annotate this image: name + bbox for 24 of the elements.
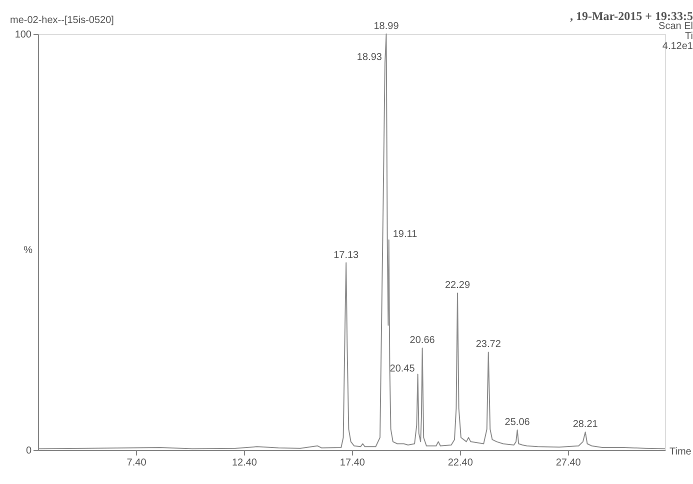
annotation: 18.93 (356, 52, 382, 64)
annotation: 25.06 (504, 417, 530, 428)
x-tick-label: 12.40 (232, 458, 258, 468)
x-tick-label: 27.40 (556, 458, 582, 468)
y-tick-label: 100 (14, 30, 32, 40)
annotation: 19.11 (392, 228, 418, 240)
x-tick-label: 17.40 (340, 458, 366, 468)
text: Ti (685, 31, 693, 42)
annotation: 18.99 (374, 21, 400, 32)
text: Scan El (658, 21, 693, 32)
y-axis-title: % (24, 244, 33, 256)
annotation: 20.66 (410, 335, 436, 346)
annotation: 20.45 (390, 363, 416, 374)
annotation: 17.13 (334, 250, 360, 261)
x-axis-title: Time (670, 446, 692, 458)
text: , 19-Mar-2015 + 19:33:5 (570, 9, 693, 23)
x-tick-label: 22.40 (448, 458, 474, 468)
chart-title: me-02-hex--[15is-0520] (10, 15, 114, 26)
annotation: 28.21 (572, 419, 598, 430)
annotation: 23.72 (476, 339, 502, 350)
annotation: 22.29 (444, 280, 470, 292)
y-tick-label: 0 (26, 446, 32, 456)
x-tick-label: 7.40 (126, 458, 147, 468)
annotation: 4.12e1 (662, 41, 693, 52)
